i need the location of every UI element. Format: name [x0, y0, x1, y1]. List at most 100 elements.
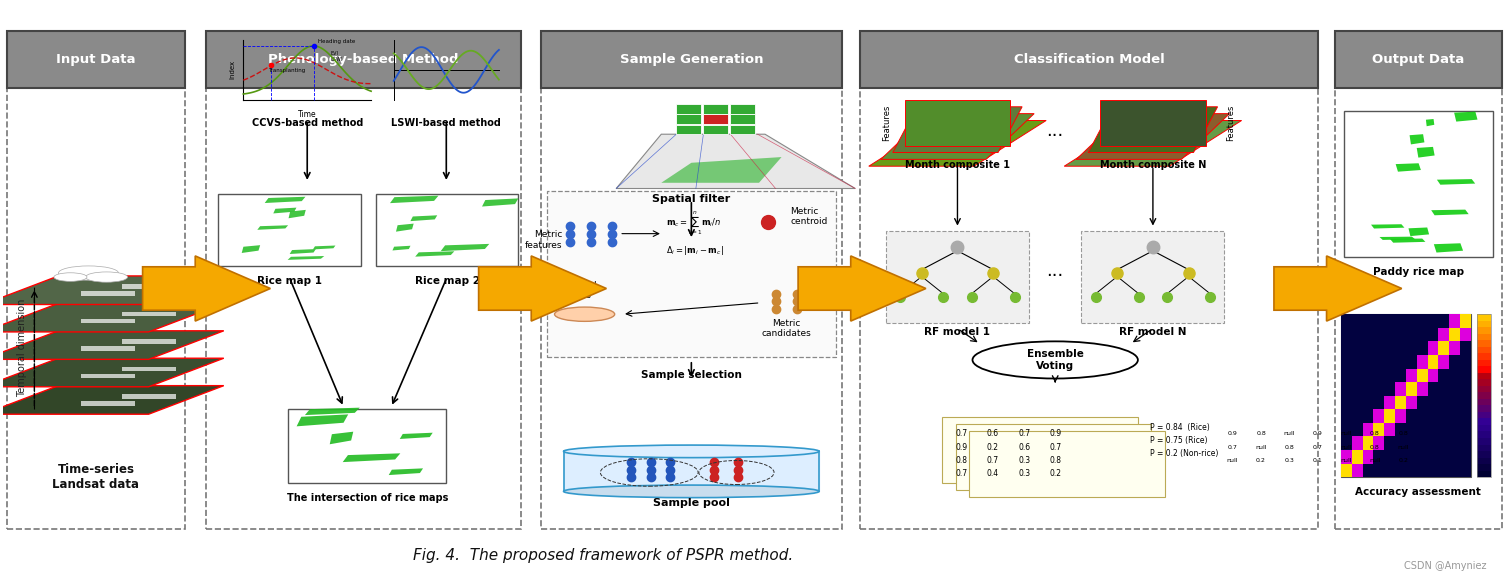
Polygon shape — [81, 374, 136, 378]
Bar — [703, 104, 729, 114]
Bar — [1406, 450, 1417, 463]
Bar — [1477, 321, 1491, 327]
Polygon shape — [305, 408, 359, 415]
Text: Sample selection: Sample selection — [641, 370, 742, 380]
Text: Metric
centroid: Metric centroid — [791, 207, 828, 226]
Bar — [1417, 328, 1428, 342]
Bar — [1396, 463, 1406, 477]
Bar — [1384, 328, 1396, 342]
Text: CCVS-based method: CCVS-based method — [252, 118, 362, 128]
Bar — [1342, 409, 1352, 423]
Text: Classification Model: Classification Model — [1014, 54, 1165, 66]
Polygon shape — [241, 245, 260, 253]
Polygon shape — [392, 246, 410, 250]
Polygon shape — [395, 224, 413, 231]
Bar — [1406, 355, 1417, 369]
Bar — [1373, 436, 1384, 450]
Bar — [1461, 436, 1471, 450]
Bar — [1396, 369, 1406, 382]
Bar — [1363, 396, 1373, 409]
Polygon shape — [616, 134, 856, 189]
Bar — [1384, 355, 1396, 369]
Text: 0.2: 0.2 — [987, 443, 999, 452]
Bar — [1477, 464, 1491, 471]
Bar — [1461, 463, 1471, 477]
Bar — [1352, 436, 1363, 450]
Bar — [1396, 382, 1406, 396]
Text: 0.8: 0.8 — [1255, 432, 1266, 436]
Bar — [1438, 328, 1449, 342]
Polygon shape — [1390, 238, 1426, 243]
Polygon shape — [81, 291, 136, 296]
Bar — [1342, 423, 1352, 436]
Text: P = 0.75 (Rice): P = 0.75 (Rice) — [1150, 436, 1207, 445]
Bar — [1406, 436, 1417, 450]
Bar — [1477, 458, 1491, 464]
Text: Rice map 2: Rice map 2 — [415, 276, 480, 286]
Bar — [1352, 450, 1363, 463]
Polygon shape — [1100, 100, 1206, 145]
Ellipse shape — [554, 307, 614, 321]
Bar — [1384, 342, 1396, 355]
Text: 0.7: 0.7 — [1050, 443, 1062, 452]
Text: 0.2: 0.2 — [1399, 458, 1408, 463]
Polygon shape — [81, 401, 136, 406]
Bar — [1396, 355, 1406, 369]
Bar — [1384, 369, 1396, 382]
Bar — [1373, 369, 1384, 382]
Polygon shape — [288, 210, 306, 218]
Bar — [1396, 423, 1406, 436]
Bar — [1082, 231, 1224, 323]
Bar — [1342, 328, 1352, 342]
Bar — [1477, 314, 1491, 477]
Ellipse shape — [563, 485, 819, 497]
Bar — [1477, 399, 1491, 406]
Polygon shape — [1417, 147, 1435, 158]
Bar — [1384, 396, 1396, 409]
Bar — [1477, 392, 1491, 399]
Polygon shape — [290, 249, 315, 254]
Bar — [1396, 409, 1406, 423]
Bar — [1428, 369, 1438, 382]
Text: Heading date: Heading date — [318, 39, 356, 44]
Polygon shape — [273, 208, 296, 213]
Bar — [1373, 342, 1384, 355]
Bar — [1363, 355, 1373, 369]
Bar — [1406, 396, 1417, 409]
Polygon shape — [481, 198, 518, 207]
Bar — [542, 31, 842, 88]
Bar — [1417, 342, 1428, 355]
Text: The intersection of rice maps: The intersection of rice maps — [287, 493, 448, 503]
Text: EVI: EVI — [330, 51, 338, 56]
Bar — [1342, 436, 1352, 450]
Bar — [1363, 314, 1373, 328]
Text: null: null — [1284, 432, 1295, 436]
Text: RF model N: RF model N — [1120, 327, 1186, 338]
Text: Selected
points: Selected points — [557, 280, 598, 300]
Bar — [1373, 463, 1384, 477]
Bar — [1461, 396, 1471, 409]
Bar — [1477, 418, 1491, 425]
Bar — [860, 31, 1319, 88]
Bar — [8, 88, 184, 529]
Bar — [1363, 369, 1373, 382]
Polygon shape — [330, 432, 353, 444]
Text: null: null — [1397, 444, 1409, 449]
Bar — [1438, 396, 1449, 409]
Polygon shape — [1431, 209, 1468, 215]
Polygon shape — [400, 433, 433, 439]
Bar — [1342, 382, 1352, 396]
Bar — [1438, 355, 1449, 369]
Polygon shape — [1434, 243, 1464, 253]
Text: null: null — [1340, 444, 1352, 449]
Bar — [1428, 463, 1438, 477]
Text: Paddy rice map: Paddy rice map — [1373, 267, 1464, 278]
Bar — [1449, 355, 1461, 369]
Bar — [1417, 450, 1428, 463]
Text: 0.8: 0.8 — [1370, 444, 1379, 449]
Bar — [1384, 463, 1396, 477]
Polygon shape — [1088, 107, 1218, 152]
Bar — [1373, 382, 1384, 396]
Bar — [703, 114, 729, 124]
Bar — [1477, 334, 1491, 340]
